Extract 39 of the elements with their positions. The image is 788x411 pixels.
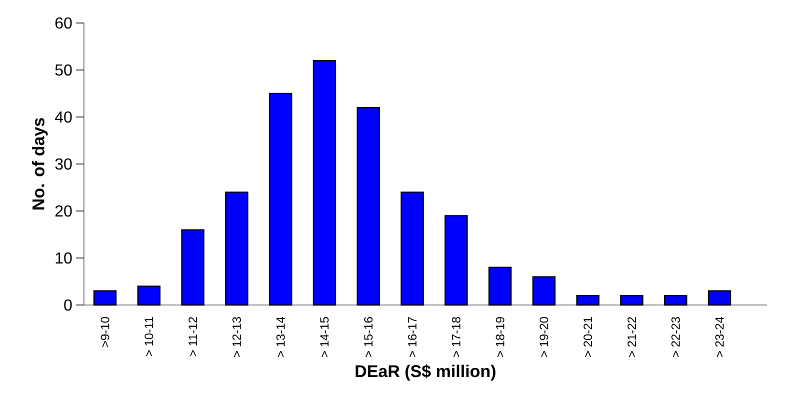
y-tick-label: 0 <box>64 299 72 311</box>
bar <box>225 192 248 306</box>
x-tick-label: > 19-20 <box>540 317 548 357</box>
x-tick-label: > 15-16 <box>364 317 373 357</box>
y-tick-label: 10 <box>56 252 72 264</box>
bar <box>137 286 160 306</box>
bar <box>488 266 512 306</box>
x-tick-label: > 17-18 <box>452 317 460 357</box>
bar <box>576 294 600 306</box>
y-tick-label: 30 <box>55 158 72 170</box>
x-tick-label: > 11-12 <box>188 317 197 356</box>
x-tick-label: > 16-17 <box>408 317 417 357</box>
x-tick-label: > 21-22 <box>628 317 636 357</box>
y-tick-label: 60 <box>55 17 72 29</box>
x-tick-label: > 18-19 <box>496 317 504 357</box>
x-tick-label: > 13-14 <box>276 316 285 357</box>
bar <box>312 60 336 306</box>
bar <box>400 192 424 306</box>
x-tick-label: > 14-15 <box>320 317 329 357</box>
y-axis-title: No. of days <box>32 118 48 210</box>
bar <box>181 229 204 306</box>
x-tick-label: > 23-24 <box>715 316 724 357</box>
bar <box>532 276 556 306</box>
x-tick-label: >9-10 <box>100 316 110 347</box>
x-tick-label: > 22-23 <box>671 317 680 357</box>
x-tick-label: > 10-11 <box>144 317 154 356</box>
bar <box>356 106 380 306</box>
y-tick-label: 40 <box>54 111 72 123</box>
x-axis-title: DEaR (S$ million) <box>356 364 496 381</box>
bar <box>444 215 468 306</box>
bar <box>620 294 644 306</box>
bar <box>268 92 292 306</box>
bar <box>708 290 732 306</box>
bar <box>664 294 688 306</box>
bar <box>93 290 117 306</box>
y-tick-label: 50 <box>55 64 72 76</box>
y-tick-label: 20 <box>55 205 72 217</box>
x-tick-label: > 12-13 <box>232 317 241 357</box>
x-tick-label: > 20-21 <box>584 317 592 357</box>
